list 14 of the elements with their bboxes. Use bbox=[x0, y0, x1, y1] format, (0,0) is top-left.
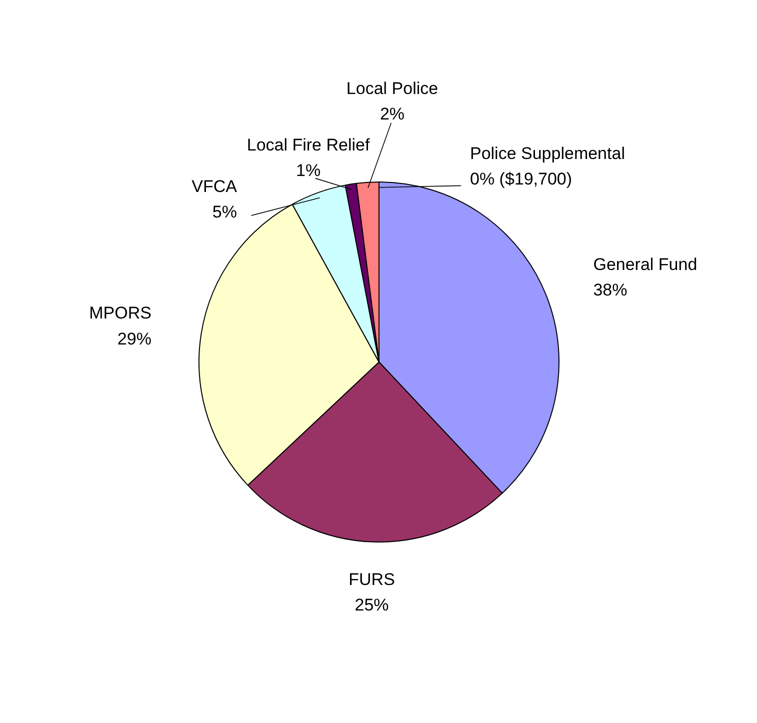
slice-label: Local Police bbox=[346, 79, 438, 98]
text: 0% ($19,700) bbox=[470, 169, 572, 188]
slice-label: General Fund bbox=[593, 254, 698, 274]
slice-label: MPORS bbox=[89, 304, 152, 323]
data-label: 29% bbox=[117, 329, 152, 348]
data-label: 2% bbox=[380, 104, 405, 124]
slice-label: FURS bbox=[348, 570, 395, 589]
data-label: 25% bbox=[354, 596, 389, 615]
category-label: Police Supplemental bbox=[470, 144, 625, 163]
data-label: 5% bbox=[212, 202, 237, 222]
slice-label: VFCA bbox=[192, 176, 238, 196]
data-label: 38% bbox=[593, 280, 628, 300]
slice-label: Local Fire Relief bbox=[246, 136, 370, 155]
data-label: 1% bbox=[296, 161, 321, 180]
